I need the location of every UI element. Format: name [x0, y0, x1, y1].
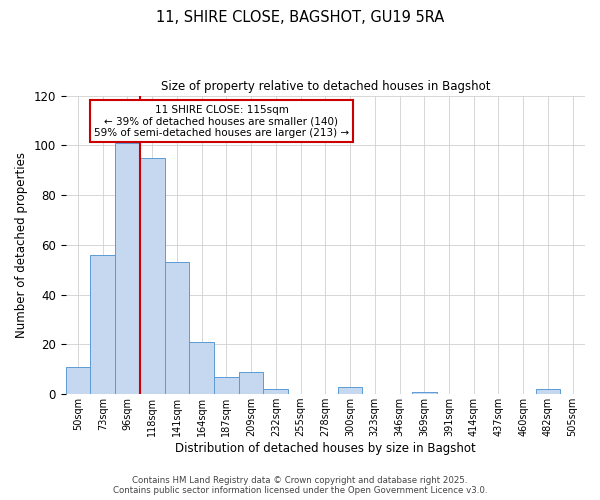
Bar [140, 158, 164, 394]
Bar [214, 376, 239, 394]
X-axis label: Distribution of detached houses by size in Bagshot: Distribution of detached houses by size … [175, 442, 476, 455]
Bar [239, 372, 263, 394]
Bar [190, 342, 214, 394]
Y-axis label: Number of detached properties: Number of detached properties [15, 152, 28, 338]
Bar [164, 262, 190, 394]
Text: 11 SHIRE CLOSE: 115sqm
← 39% of detached houses are smaller (140)
59% of semi-de: 11 SHIRE CLOSE: 115sqm ← 39% of detached… [94, 104, 349, 138]
Text: 11, SHIRE CLOSE, BAGSHOT, GU19 5RA: 11, SHIRE CLOSE, BAGSHOT, GU19 5RA [156, 10, 444, 25]
Bar [412, 392, 437, 394]
Bar [91, 255, 115, 394]
Bar [263, 389, 288, 394]
Title: Size of property relative to detached houses in Bagshot: Size of property relative to detached ho… [161, 80, 490, 93]
Bar [65, 367, 91, 394]
Text: Contains HM Land Registry data © Crown copyright and database right 2025.
Contai: Contains HM Land Registry data © Crown c… [113, 476, 487, 495]
Bar [115, 143, 140, 394]
Bar [536, 389, 560, 394]
Bar [338, 386, 362, 394]
